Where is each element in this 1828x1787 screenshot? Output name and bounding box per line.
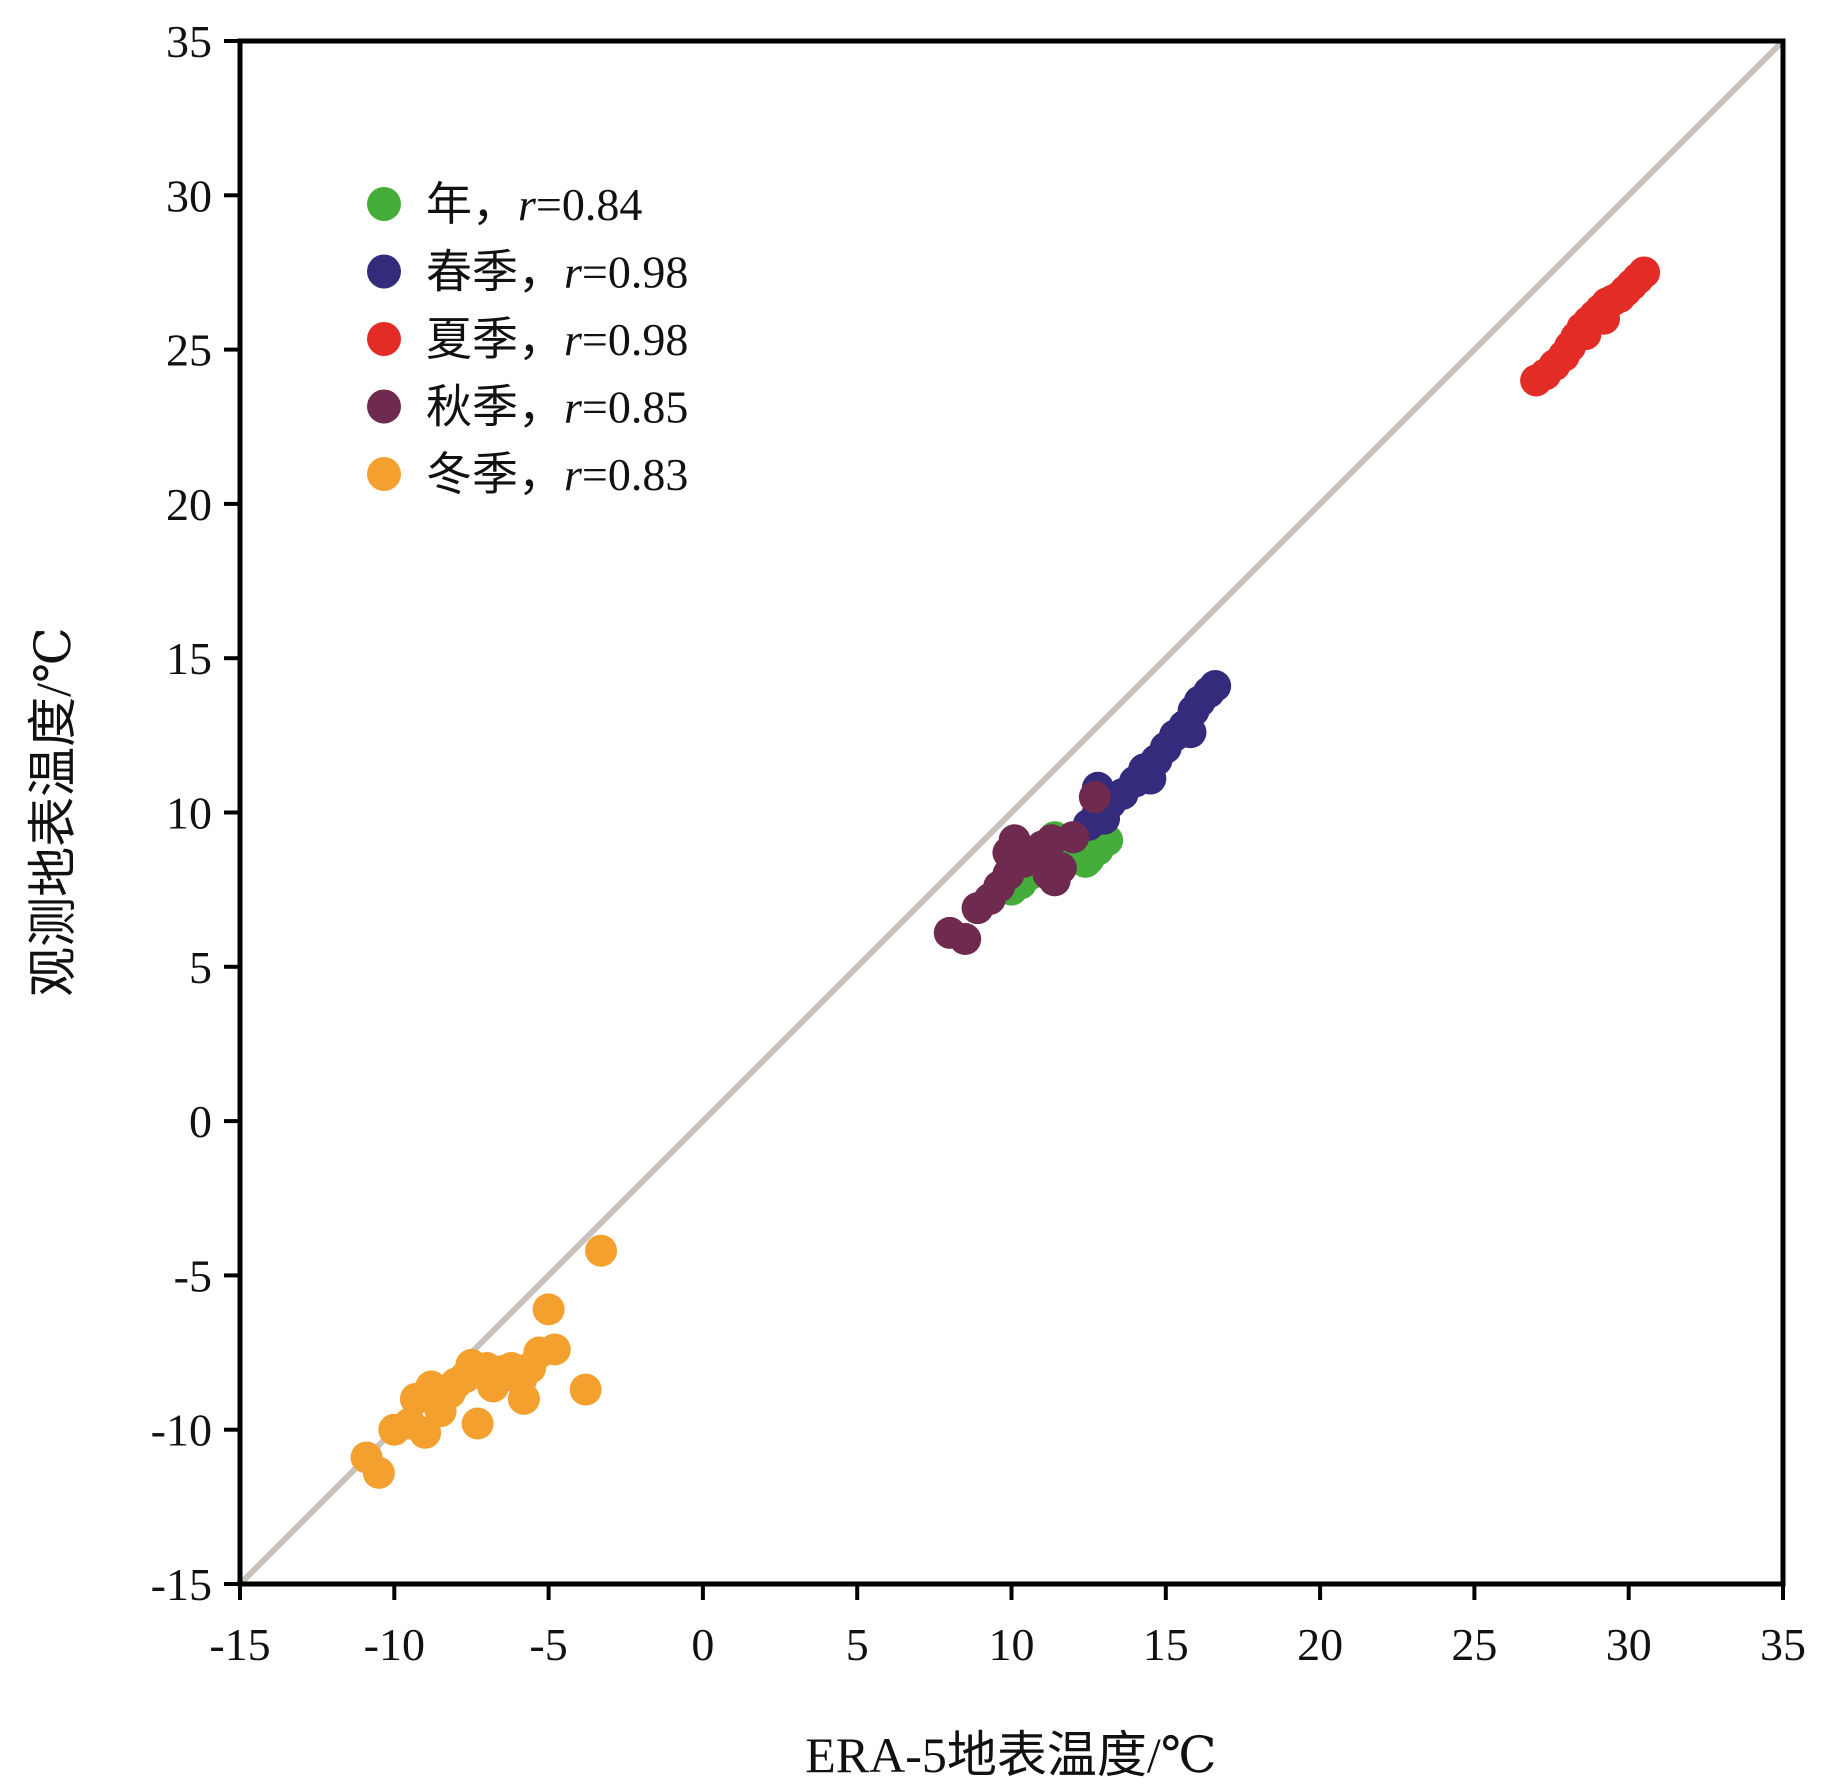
- x-tick-label: 25: [1451, 1619, 1497, 1670]
- legend-r-value: =0.98: [582, 314, 688, 365]
- scatter-point: [1199, 669, 1232, 702]
- legend-r-symbol: r: [518, 179, 537, 230]
- legend-marker: [367, 322, 401, 356]
- legend-marker: [367, 187, 401, 221]
- scatter-point: [362, 1456, 395, 1489]
- scatter-point: [569, 1373, 602, 1406]
- y-tick-label: 5: [189, 942, 212, 993]
- legend-series-name: 年: [426, 179, 472, 230]
- scatter-point: [1628, 256, 1661, 289]
- legend-marker: [367, 457, 401, 491]
- scatter-point: [1134, 762, 1167, 795]
- scatter-point: [949, 923, 982, 956]
- x-tick-label: 0: [691, 1619, 714, 1670]
- x-tick-label: 5: [846, 1619, 869, 1670]
- legend-separator: ，: [518, 382, 564, 433]
- x-tick-label: -15: [209, 1619, 270, 1670]
- x-tick-label: -5: [529, 1619, 567, 1670]
- scatter-point: [585, 1234, 618, 1267]
- legend-r-symbol: r: [564, 314, 583, 365]
- y-tick-label: 15: [166, 633, 212, 684]
- legend-label: 秋季，r=0.85: [426, 382, 688, 433]
- points-layer: [350, 256, 1661, 1489]
- y-axis: -15 -10 -5 0 5 10 15 20 25 30 35: [151, 16, 240, 1610]
- scatter-point: [1069, 845, 1102, 878]
- scatter-point: [538, 1333, 571, 1366]
- legend-separator: ，: [472, 179, 518, 230]
- legend-label: 春季，r=0.98: [426, 247, 688, 298]
- legend-series-name: 春季: [426, 247, 518, 298]
- y-tick-label: 30: [166, 170, 212, 221]
- legend-r-symbol: r: [564, 449, 583, 500]
- legend-marker: [367, 389, 401, 424]
- x-tick-label: -10: [364, 1619, 425, 1670]
- scatter-point: [1057, 821, 1090, 854]
- scatter-point: [507, 1382, 540, 1415]
- scatter-point: [1038, 864, 1071, 897]
- one-to-one-line: [237, 38, 1786, 1587]
- legend-r-symbol: r: [564, 382, 583, 433]
- y-tick-label: 10: [166, 788, 212, 839]
- x-tick-label: 35: [1760, 1619, 1806, 1670]
- legend-r-symbol: r: [564, 247, 583, 298]
- legend-series-name: 夏季: [426, 314, 518, 365]
- legend-r-value: =0.84: [536, 179, 642, 230]
- legend-marker: [367, 254, 401, 289]
- legend-separator: ，: [518, 247, 564, 298]
- legend-r-value: =0.85: [582, 382, 688, 433]
- scatter-point: [1174, 716, 1207, 749]
- y-tick-label: 20: [166, 479, 212, 530]
- y-tick-label: -15: [151, 1559, 212, 1610]
- y-tick-label: 25: [166, 325, 212, 376]
- legend-separator: ，: [518, 449, 564, 500]
- y-axis-title: 观测地表温度/℃: [25, 627, 81, 997]
- scatter-point: [995, 842, 1028, 875]
- x-axis: -15 -10 -5 0 5 10 15 20 25 30 35: [209, 1584, 1806, 1670]
- y-tick-label: -10: [151, 1405, 212, 1456]
- x-tick-label: 30: [1606, 1619, 1652, 1670]
- y-tick-label: 35: [166, 16, 212, 67]
- y-tick-label: 0: [189, 1096, 212, 1147]
- legend-r-value: =0.83: [582, 449, 688, 500]
- scatter-point: [1588, 302, 1621, 335]
- legend-separator: ，: [518, 314, 564, 365]
- legend-label: 冬季，r=0.83: [426, 449, 688, 500]
- x-tick-label: 20: [1297, 1619, 1343, 1670]
- x-tick-label: 10: [989, 1619, 1035, 1670]
- x-axis-title: ERA-5地表温度/℃: [805, 1727, 1216, 1783]
- y-tick-label: -5: [174, 1250, 212, 1301]
- scatter-point: [461, 1407, 494, 1440]
- legend-series-name: 秋季: [426, 382, 518, 433]
- x-tick-label: 15: [1143, 1619, 1189, 1670]
- legend-label: 夏季，r=0.98: [426, 314, 688, 365]
- legend-series-name: 冬季: [426, 449, 518, 500]
- legend-label: 年，r=0.84: [426, 179, 642, 230]
- legend: 年，r=0.84春季，r=0.98夏季，r=0.98秋季，r=0.85冬季，r=…: [367, 179, 688, 500]
- scatter-point: [1078, 781, 1111, 814]
- scatter-point: [532, 1293, 565, 1326]
- legend-r-value: =0.98: [582, 247, 688, 298]
